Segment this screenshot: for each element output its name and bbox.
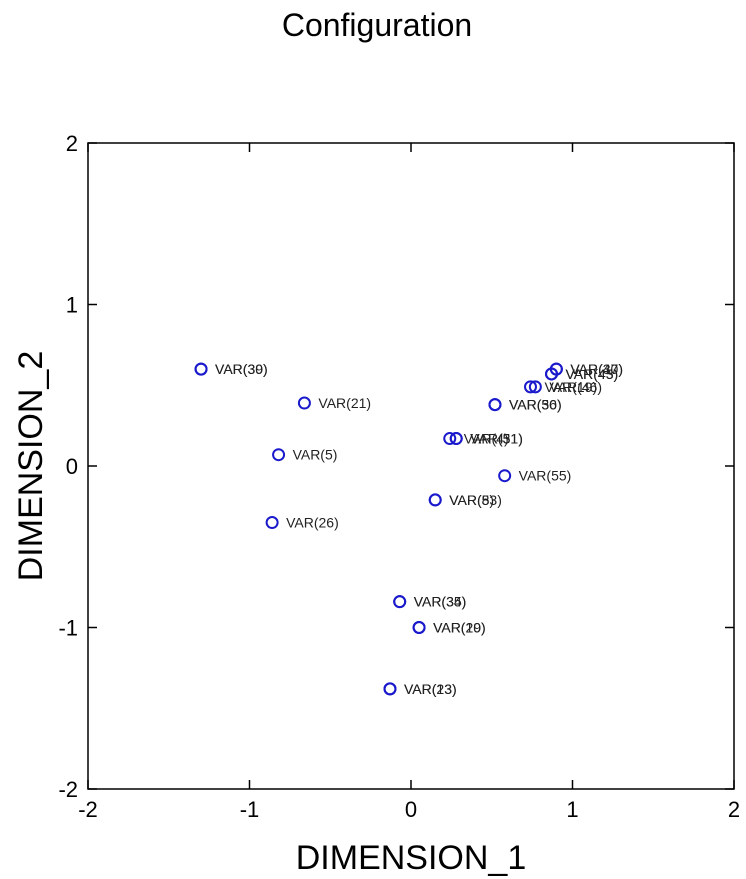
chart-title: Configuration [282, 7, 472, 43]
x-tick-label: 1 [566, 797, 578, 822]
point-label: VAR(46) [549, 379, 602, 395]
scatter-points [194, 362, 563, 696]
axis-ticks [87, 142, 735, 790]
scatter-point [194, 362, 208, 376]
y-axis-label: DIMENSION_2 [12, 351, 50, 582]
y-tick-label: 2 [66, 131, 78, 156]
point-label: VAR(8) [449, 492, 494, 508]
point-label: VAR(50) [509, 397, 562, 413]
point-label: VAR(40) [570, 361, 623, 377]
scatter-point [488, 398, 502, 412]
x-axis-label: DIMENSION_1 [296, 839, 527, 877]
point-label: VAR(36) [509, 397, 562, 413]
point-label: VAR(21) [318, 395, 371, 411]
point-label: VAR(31) [470, 431, 523, 447]
y-tick-label: 1 [66, 293, 78, 318]
point-label: VAR(23) [404, 681, 457, 697]
y-tick-label: -1 [58, 616, 78, 641]
point-label: VAR(45) [566, 366, 619, 382]
point-label: VAR(43) [566, 366, 619, 382]
y-tick-label: 0 [66, 454, 78, 479]
scatter-point [428, 493, 442, 507]
x-tick-label: -1 [240, 797, 260, 822]
x-tick-label: -2 [78, 797, 98, 822]
scatter-point [524, 380, 538, 394]
point-label: VAR(53) [449, 492, 502, 508]
x-tick-label: 2 [728, 797, 740, 822]
point-label: VAR(30) [215, 361, 268, 377]
scatter-point [498, 469, 512, 483]
point-label: VAR(5) [293, 447, 338, 463]
scatter-point [393, 595, 407, 609]
x-tick-label: 0 [405, 797, 417, 822]
scatter-point [528, 380, 542, 394]
y-tick-label: -2 [58, 777, 78, 802]
point-label: VAR(13) [404, 681, 457, 697]
point-label: VAR(55) [519, 468, 572, 484]
scatter-point [545, 367, 559, 381]
point-label: VAR(10) [433, 620, 486, 636]
y-tick-labels: -2 -1 0 1 2 [58, 131, 78, 802]
scatter-point [449, 432, 463, 446]
point-label: VAR(34) [414, 594, 467, 610]
point-label: VAR(35) [414, 594, 467, 610]
point-label: VAR(37) [570, 361, 623, 377]
point-label: VAR(29) [433, 620, 486, 636]
point-label: VAR(51) [470, 431, 523, 447]
point-label: VAR(26) [286, 515, 339, 531]
x-tick-labels: -2 -1 0 1 2 [78, 797, 740, 822]
point-labels: VAR(39)VAR(30) VAR(21) VAR(5) VAR(26) VAR(37… [215, 361, 623, 697]
point-label: VAR(4) [464, 431, 509, 447]
point-label: VAR(39) [215, 361, 268, 377]
point-label: VAR(19) [545, 379, 598, 395]
scatter-point [297, 396, 311, 410]
scatter-point [412, 621, 426, 634]
scatter-point [383, 682, 397, 696]
scatter-point [265, 516, 279, 530]
scatter-point [272, 448, 286, 462]
scatter-point [443, 432, 457, 446]
